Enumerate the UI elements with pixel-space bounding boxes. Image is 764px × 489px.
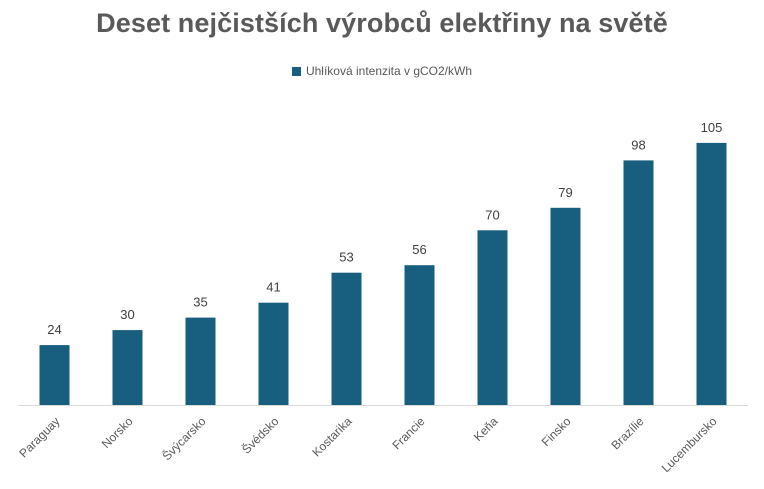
data-label: 35 xyxy=(193,295,207,310)
x-tick-label: Keňa xyxy=(471,414,501,444)
data-label: 53 xyxy=(339,250,353,265)
data-labels-group: 24 30 35 41 53 56 70 79 98 105 xyxy=(47,120,722,337)
legend: Uhlíková intenzita v gCO2/kWh xyxy=(0,64,764,78)
x-tick-label: Finsko xyxy=(539,414,574,449)
data-label: 30 xyxy=(120,307,134,322)
bars-group xyxy=(39,142,727,405)
x-tick-label: Norsko xyxy=(99,414,136,451)
bar-lucembursko xyxy=(696,142,727,405)
bar-paraguay xyxy=(39,345,70,405)
x-tick-label: Švýcarsko xyxy=(159,413,209,463)
x-tick-label: Švédsko xyxy=(238,413,281,456)
x-ticks-group: Paraguay Norsko Švýcarsko Švédsko Kostarika F… xyxy=(16,413,719,475)
bar-švýcarsko xyxy=(185,317,216,405)
bar-švédsko xyxy=(258,302,289,405)
chart-title: Deset nejčistších výrobců elektřiny na s… xyxy=(96,8,668,38)
x-tick-label: Kostarika xyxy=(309,414,355,460)
data-label: 79 xyxy=(558,185,572,200)
bar-finsko xyxy=(550,207,581,405)
x-tick-label: Paraguay xyxy=(16,414,62,460)
x-tick-label: Lucembursko xyxy=(659,414,720,475)
bar-keňa xyxy=(477,230,508,405)
bar-francie xyxy=(404,265,435,405)
bar-kostarika xyxy=(331,272,362,405)
data-label: 105 xyxy=(701,120,723,135)
data-label: 98 xyxy=(631,137,645,152)
data-label: 41 xyxy=(266,280,280,295)
bar-norsko xyxy=(112,330,143,405)
x-tick-label: Francie xyxy=(389,414,427,452)
data-label: 70 xyxy=(485,207,499,222)
x-tick-label: Brazílie xyxy=(608,414,646,452)
bar-brazílie xyxy=(623,160,654,405)
data-label: 56 xyxy=(412,242,426,257)
data-label: 24 xyxy=(47,322,61,337)
legend-label: Uhlíková intenzita v gCO2/kWh xyxy=(305,64,473,78)
legend-swatch xyxy=(291,67,301,76)
